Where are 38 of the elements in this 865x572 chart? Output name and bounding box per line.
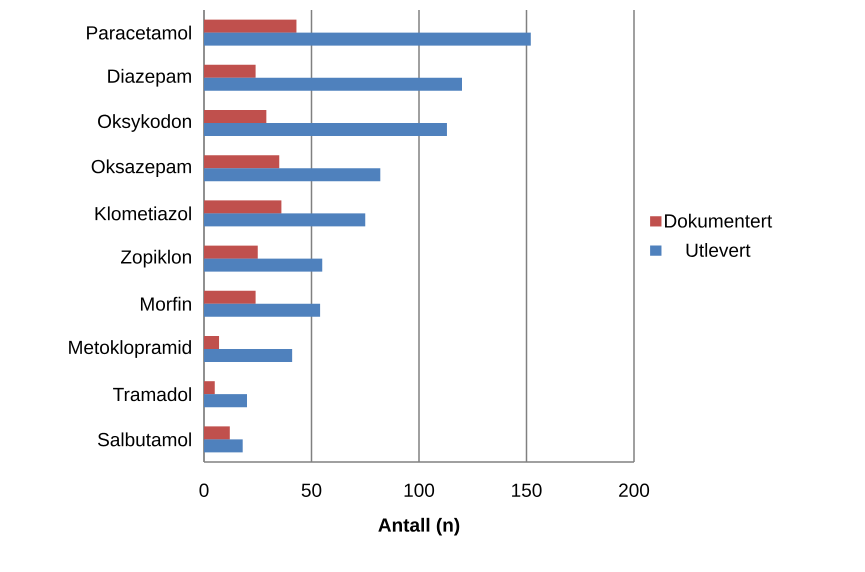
bar — [204, 32, 531, 46]
bar — [204, 439, 243, 452]
x-tick-label: 200 — [619, 484, 650, 497]
y-tick-label: Salbutamol — [98, 432, 191, 446]
x-tick-label: 50 — [302, 484, 322, 497]
y-tick-label: Paracetamol — [87, 26, 191, 40]
bar — [204, 78, 462, 91]
bar — [204, 336, 220, 349]
y-tick-label: Klometiazol — [96, 206, 191, 220]
x-axis-title: Antall (n) — [378, 518, 460, 536]
bar — [204, 110, 266, 123]
bar — [204, 200, 282, 214]
x-tick-label: 150 — [512, 484, 542, 497]
x-tick-label: 0 — [199, 484, 209, 497]
bar — [204, 348, 292, 362]
bar — [204, 304, 320, 317]
y-tick-label: Oksazepam — [92, 159, 191, 178]
bar — [204, 168, 380, 182]
bar — [204, 213, 366, 226]
bar — [204, 155, 280, 168]
legend-label: Utlevert — [686, 242, 750, 257]
bar — [204, 64, 256, 78]
y-tick-label: Morfin — [140, 296, 191, 311]
legend-label: Dokumentert — [665, 214, 772, 228]
bar — [204, 246, 258, 259]
bar — [204, 381, 215, 394]
bar — [204, 258, 322, 272]
bar — [204, 426, 230, 440]
y-tick-label: Diazepam — [108, 68, 191, 87]
x-tick-label: 100 — [404, 484, 434, 497]
bar — [204, 394, 248, 408]
bar — [204, 122, 447, 136]
y-tick-label: Tramadol — [113, 387, 191, 402]
bar — [204, 20, 296, 33]
y-tick-label: Oksykodon — [98, 114, 191, 132]
bar — [204, 290, 256, 304]
y-tick-label: Zopiklon — [120, 250, 191, 268]
y-tick-label: Metoklopramid — [69, 340, 191, 358]
